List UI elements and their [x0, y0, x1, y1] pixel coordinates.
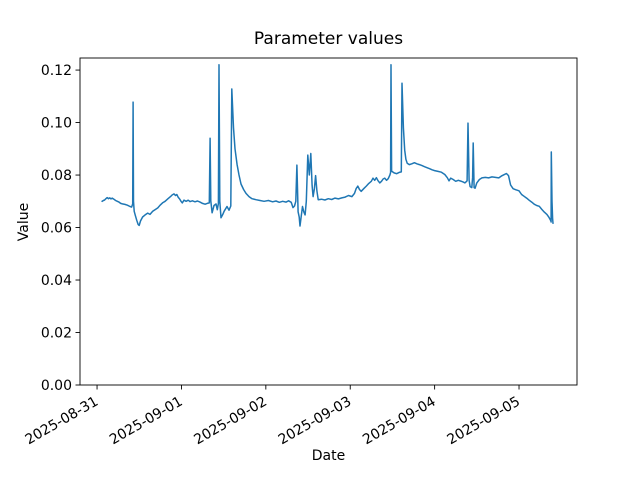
y-tick-label: 0.04 [41, 273, 72, 289]
x-tick-label: 2025-09-02 [191, 394, 269, 449]
chart-title: Parameter values [253, 29, 404, 49]
y-tick-label: 0.08 [41, 168, 72, 184]
x-tick-label: 2025-09-01 [107, 394, 185, 449]
x-axis-label: Date [311, 448, 346, 464]
y-tick-label: 0.02 [41, 326, 72, 342]
y-tick-label: 0.12 [41, 63, 72, 79]
x-tick-label: 2025-09-04 [360, 394, 439, 449]
y-axis-label: Value [16, 202, 32, 242]
x-tick-label: 2025-08-31 [23, 394, 101, 449]
series-line [101, 64, 554, 227]
y-tick-label: 0.06 [41, 221, 72, 237]
x-tick-label: 2025-09-03 [276, 394, 354, 449]
plot-frame [79, 57, 578, 386]
y-tick-label: 0.10 [41, 116, 72, 132]
y-tick-label: 0.00 [41, 378, 72, 394]
x-tick-label: 2025-09-05 [445, 394, 523, 449]
